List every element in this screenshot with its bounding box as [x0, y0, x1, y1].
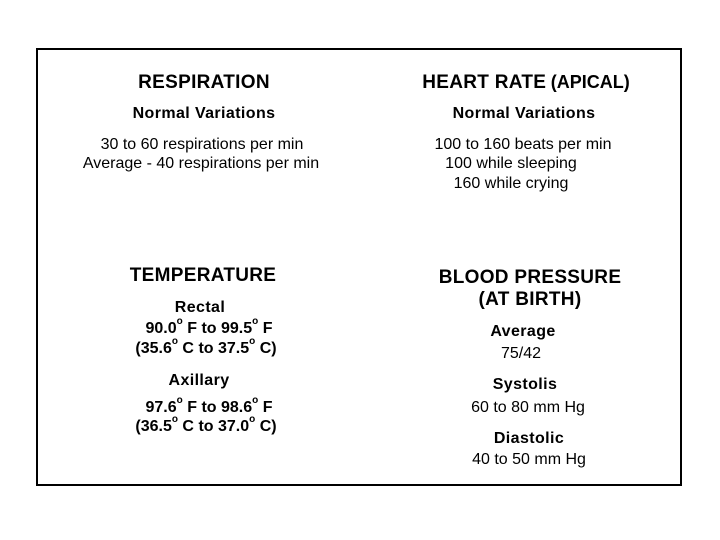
respiration-average: Average - 40 respirations per min [82, 155, 320, 172]
rectal-label: Rectal [174, 299, 226, 316]
heart-rate-subtitle: Normal Variations [452, 105, 596, 122]
bp-diastolic-value: 40 to 50 mm Hg [472, 451, 586, 468]
bp-average-value: 75/42 [500, 345, 542, 362]
blood-pressure-title: BLOOD PRESSURE [438, 267, 622, 288]
bp-diastolic-label: Diastolic [493, 430, 565, 447]
respiration-title: RESPIRATION [138, 72, 270, 93]
bp-average-label: Average [490, 323, 556, 340]
axillary-fahrenheit-range: 97.6o F to 98.6o F [145, 395, 273, 416]
axillary-celsius-range: (36.5o C to 37.0o C) [135, 414, 277, 435]
heart-rate-crying: 160 while crying [453, 175, 569, 192]
heart-rate-sleeping: 100 while sleeping [445, 155, 577, 172]
heart-rate-title: HEART RATE [422, 72, 547, 93]
card-border [36, 48, 682, 486]
axillary-label: Axillary [168, 372, 230, 389]
rectal-celsius-range: (35.6o C to 37.5o C) [135, 336, 277, 357]
heart-rate-title-suffix: (APICAL) [550, 72, 630, 92]
temperature-title: TEMPERATURE [129, 265, 277, 286]
rectal-fahrenheit-range: 90.0o F to 99.5o F [145, 316, 273, 337]
respiration-range: 30 to 60 respirations per min [100, 136, 304, 153]
heart-rate-range: 100 to 160 beats per min [434, 136, 612, 153]
bp-systolic-label: Systolis [492, 376, 558, 393]
respiration-subtitle: Normal Variations [132, 105, 276, 122]
bp-systolic-value: 60 to 80 mm Hg [471, 399, 585, 416]
heart-rate-title-row: HEART RATE (APICAL) [422, 73, 630, 92]
blood-pressure-subtitle: (AT BIRTH) [478, 289, 582, 310]
